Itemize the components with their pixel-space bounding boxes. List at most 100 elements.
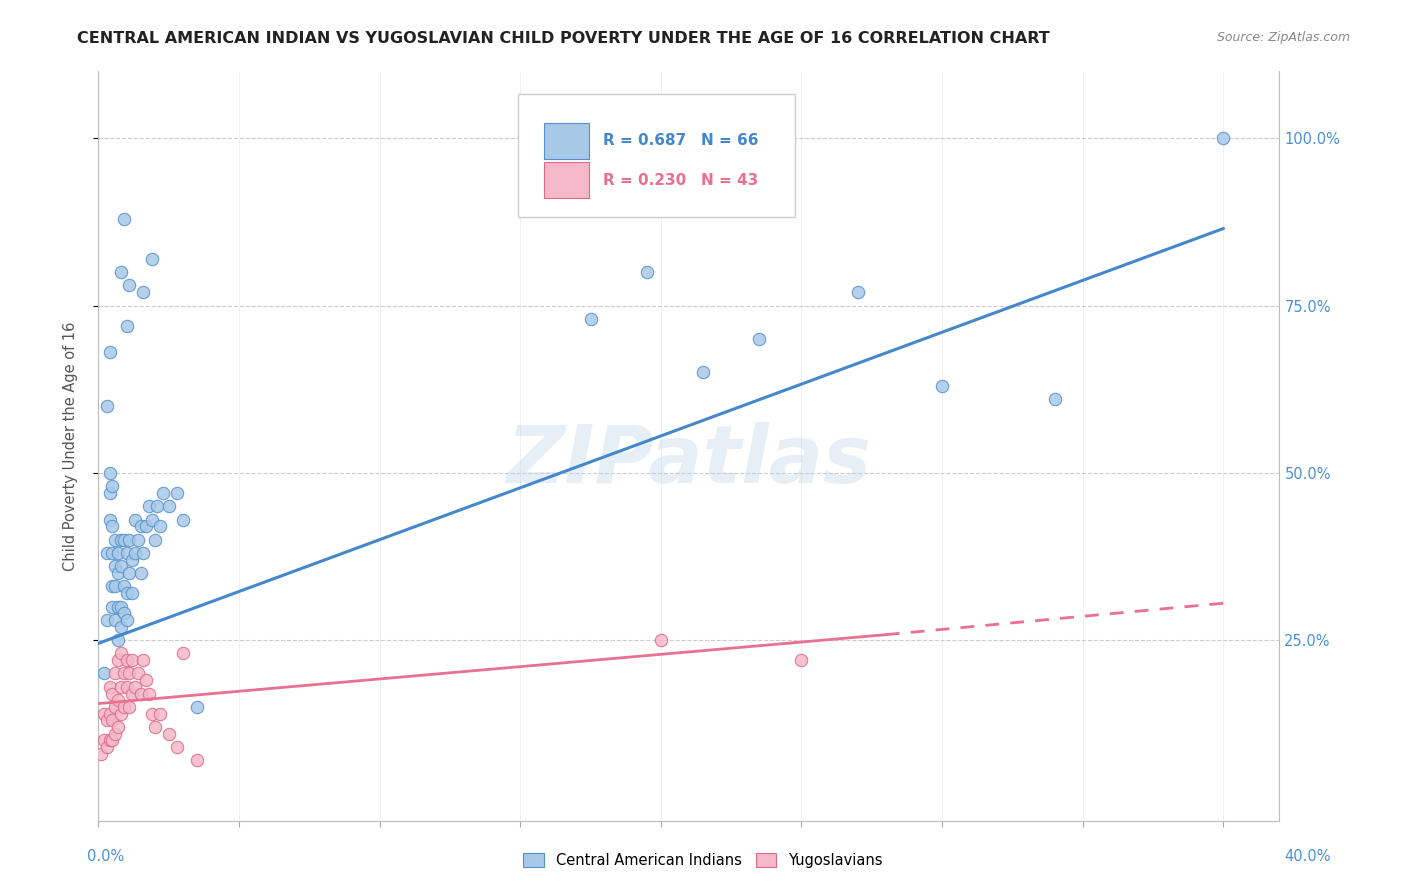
Point xyxy=(107,599,129,614)
Point xyxy=(132,546,155,560)
Point xyxy=(124,513,146,527)
Text: R = 0.230: R = 0.230 xyxy=(603,172,686,187)
Point xyxy=(186,700,208,714)
Point xyxy=(579,312,602,326)
Text: R = 0.687: R = 0.687 xyxy=(603,133,686,148)
Point xyxy=(107,720,129,734)
Point xyxy=(104,580,127,594)
Point xyxy=(118,700,141,714)
Y-axis label: Child Poverty Under the Age of 16: Child Poverty Under the Age of 16 xyxy=(63,321,77,571)
Point xyxy=(112,211,135,226)
Point xyxy=(118,666,141,681)
Point xyxy=(101,687,124,701)
Point xyxy=(110,620,132,634)
Point xyxy=(107,633,129,648)
Point xyxy=(127,666,149,681)
Point xyxy=(118,533,141,547)
Point xyxy=(98,706,121,721)
Point xyxy=(166,486,188,500)
Point xyxy=(110,599,132,614)
Point xyxy=(129,566,152,581)
Point xyxy=(107,546,129,560)
Point xyxy=(101,479,124,493)
Point xyxy=(650,633,672,648)
Text: CENTRAL AMERICAN INDIAN VS YUGOSLAVIAN CHILD POVERTY UNDER THE AGE OF 16 CORRELA: CENTRAL AMERICAN INDIAN VS YUGOSLAVIAN C… xyxy=(77,31,1050,46)
Point xyxy=(1043,392,1066,407)
Point xyxy=(186,753,208,767)
Point xyxy=(104,666,127,681)
Point xyxy=(121,586,143,600)
Point xyxy=(110,706,132,721)
Point xyxy=(172,513,194,527)
Point xyxy=(846,285,869,300)
Point xyxy=(93,706,115,721)
Point xyxy=(138,500,160,514)
Point xyxy=(790,653,813,667)
Point xyxy=(96,714,118,728)
Point xyxy=(98,466,121,480)
Point xyxy=(931,379,953,393)
Point xyxy=(101,599,124,614)
Point xyxy=(98,733,121,747)
Point xyxy=(121,687,143,701)
Text: 40.0%: 40.0% xyxy=(1284,849,1331,863)
Point xyxy=(107,566,129,581)
Point xyxy=(135,519,157,533)
Point xyxy=(101,580,124,594)
Point xyxy=(104,533,127,547)
Point xyxy=(115,546,138,560)
Point xyxy=(98,513,121,527)
Point xyxy=(1212,131,1234,145)
Text: 0.0%: 0.0% xyxy=(87,849,124,863)
Point xyxy=(98,486,121,500)
Point xyxy=(110,559,132,574)
Point xyxy=(96,740,118,755)
FancyBboxPatch shape xyxy=(544,123,589,159)
Point xyxy=(166,740,188,755)
Point xyxy=(135,673,157,688)
Text: N = 43: N = 43 xyxy=(700,172,758,187)
Point xyxy=(104,613,127,627)
Point xyxy=(110,265,132,279)
Point xyxy=(172,646,194,660)
Point xyxy=(141,252,163,266)
Point xyxy=(115,653,138,667)
Point xyxy=(93,733,115,747)
Point xyxy=(121,553,143,567)
FancyBboxPatch shape xyxy=(544,162,589,198)
Point xyxy=(149,519,172,533)
Point xyxy=(101,714,124,728)
Point xyxy=(157,726,180,740)
Point xyxy=(115,318,138,333)
Point xyxy=(104,700,127,714)
Point xyxy=(124,680,146,694)
Point xyxy=(152,486,174,500)
Point xyxy=(121,653,143,667)
Point xyxy=(748,332,770,346)
Text: Source: ZipAtlas.com: Source: ZipAtlas.com xyxy=(1216,31,1350,45)
Point xyxy=(107,693,129,707)
Point xyxy=(112,580,135,594)
Point xyxy=(115,613,138,627)
Point xyxy=(112,533,135,547)
Point xyxy=(129,687,152,701)
Point xyxy=(118,278,141,293)
Point xyxy=(143,720,166,734)
Point xyxy=(101,519,124,533)
Point xyxy=(115,586,138,600)
Point xyxy=(112,666,135,681)
Point xyxy=(146,500,169,514)
FancyBboxPatch shape xyxy=(517,94,796,218)
Point xyxy=(129,519,152,533)
Point xyxy=(132,653,155,667)
Point xyxy=(96,399,118,413)
Point xyxy=(110,646,132,660)
Point xyxy=(110,680,132,694)
Point xyxy=(96,546,118,560)
Point xyxy=(104,726,127,740)
Point xyxy=(101,733,124,747)
Point xyxy=(636,265,658,279)
Point xyxy=(141,706,163,721)
Text: N = 66: N = 66 xyxy=(700,133,758,148)
Point xyxy=(149,706,172,721)
